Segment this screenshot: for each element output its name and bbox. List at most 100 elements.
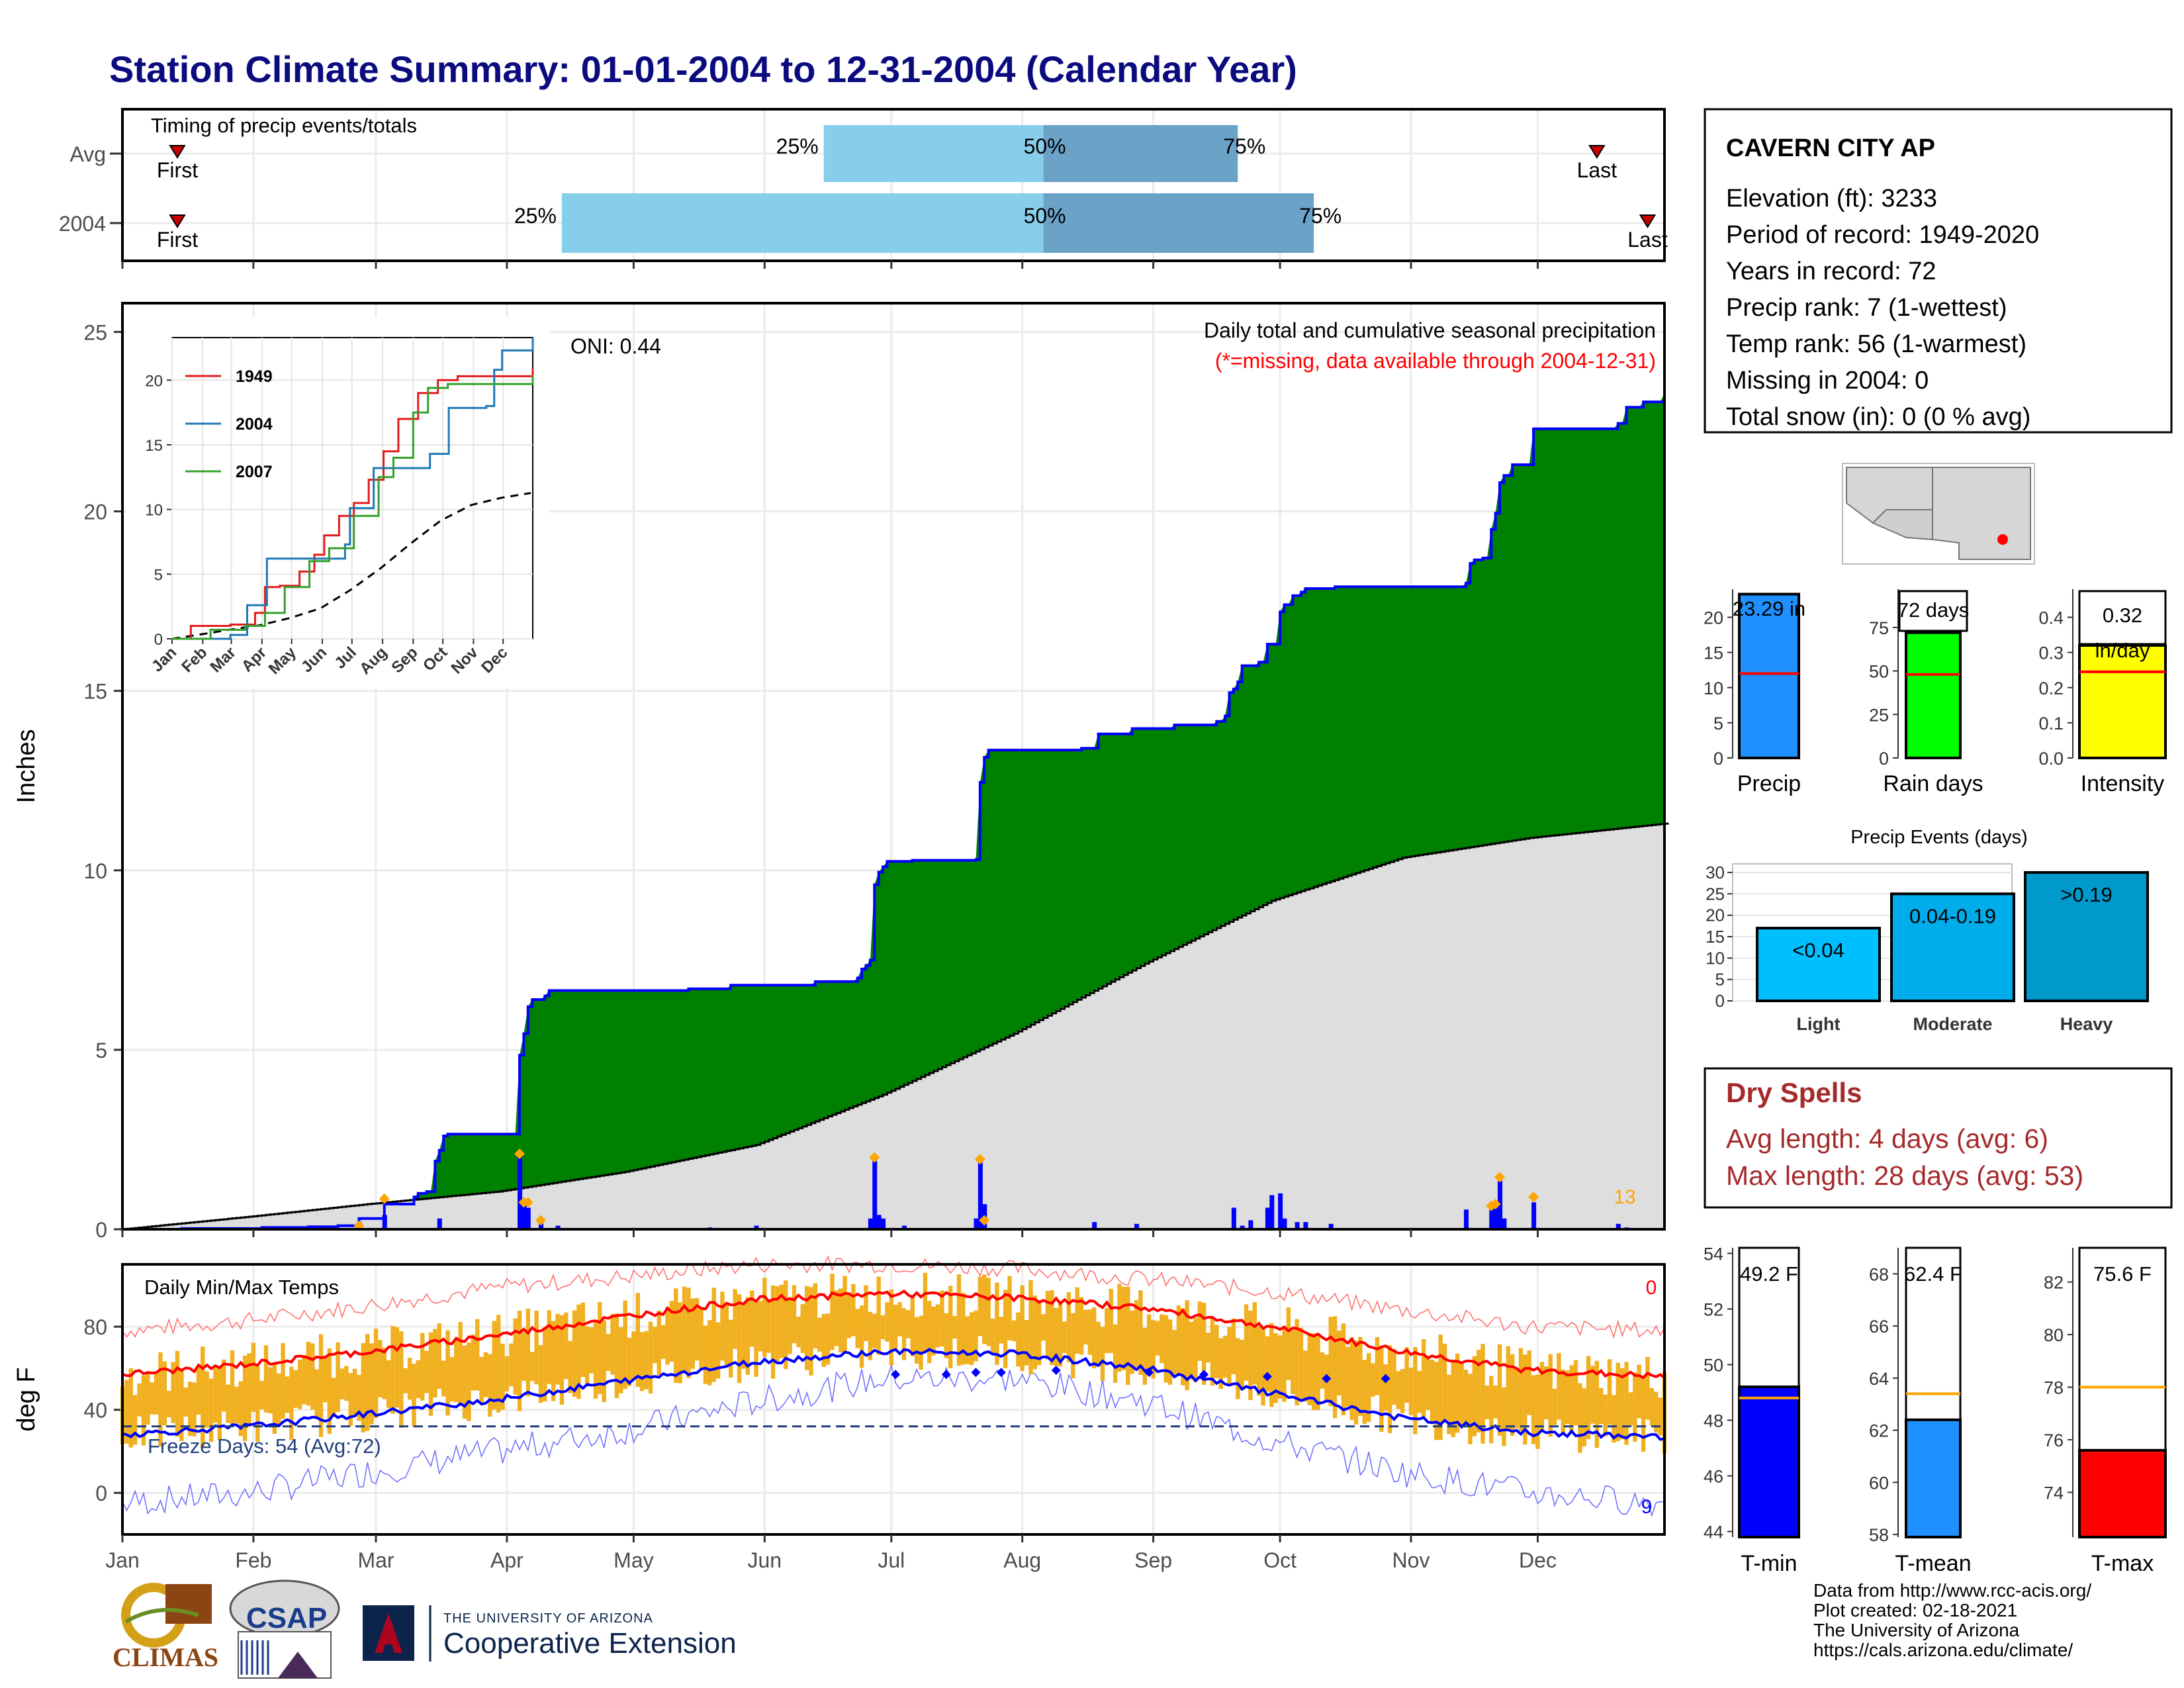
summary-y-tick-label: 10 <box>1704 679 1723 698</box>
daily-temp-bar <box>226 1384 230 1423</box>
daily-temp-bar <box>568 1340 572 1393</box>
daily-temp-bar <box>737 1294 742 1383</box>
daily-temp-bar <box>775 1286 780 1364</box>
inset-y-tick-label: 5 <box>154 566 163 584</box>
daily-temp-bar <box>348 1373 353 1427</box>
daily-temp-bar <box>230 1350 235 1424</box>
daily-temp-bar <box>1438 1335 1443 1440</box>
event-marker <box>1528 1192 1539 1203</box>
daily-temp-bar <box>944 1313 948 1358</box>
daily-temp-bar <box>281 1342 285 1419</box>
daily-temp-bar <box>1311 1333 1316 1410</box>
daily-temp-bar <box>276 1373 281 1427</box>
daily-temp-bar <box>302 1354 306 1405</box>
daily-temp-bar <box>441 1360 446 1397</box>
daily-temp-bar <box>644 1331 649 1389</box>
daily-temp-bar <box>217 1366 222 1440</box>
daily-temp-bar <box>846 1292 852 1338</box>
daily-temp-bar <box>331 1378 336 1415</box>
daily-temp-bar <box>1291 1330 1295 1394</box>
daily-temp-bar <box>948 1286 953 1368</box>
daily-temp-bar <box>1282 1325 1287 1402</box>
daily-temp-bar <box>703 1325 708 1384</box>
daily-temp-bar <box>1476 1349 1481 1433</box>
daily-temp-bar <box>475 1319 480 1391</box>
daily-temp-bar <box>1383 1364 1388 1411</box>
daily-temp-bar <box>196 1367 201 1415</box>
summary-y-tick-label: 75 <box>1869 618 1889 638</box>
daily-temp-bar <box>534 1310 539 1385</box>
event-marker <box>1494 1172 1506 1183</box>
station-info-line: Period of record: 1949-2020 <box>1726 221 2039 249</box>
precip-missing-note: (*=missing, data available through 2004-… <box>1215 349 1656 373</box>
inset-series-2004 <box>172 338 534 640</box>
daily-temp-bar <box>205 1371 209 1428</box>
daily-temp-bar <box>1303 1350 1308 1402</box>
daily-temp-bar <box>492 1321 496 1410</box>
daily-temp-bar <box>1214 1325 1219 1378</box>
daily-precip-bar <box>872 1160 878 1229</box>
daily-temp-bar <box>910 1297 915 1356</box>
daily-temp-bar <box>1633 1372 1637 1442</box>
month-label: Jul <box>878 1548 905 1572</box>
daily-precip-bar <box>1498 1180 1503 1229</box>
inset-series-2007 <box>172 375 534 640</box>
event-category-label: Light <box>1797 1014 1841 1034</box>
daily-temp-bar <box>1548 1354 1553 1437</box>
daily-temp-bar <box>1117 1284 1122 1372</box>
daily-precip-bar <box>1489 1209 1494 1229</box>
map-region-sw <box>1872 509 1933 541</box>
normal-min-line <box>122 1348 1665 1441</box>
daily-temp-bar <box>986 1278 991 1346</box>
event-bar-Light <box>1756 927 1881 1002</box>
daily-temp-bar <box>1417 1371 1422 1413</box>
daily-temp-bar <box>969 1312 974 1366</box>
timing-bar-50-75 <box>1043 193 1314 253</box>
daily-temp-bar <box>559 1315 565 1405</box>
daily-temp-bar <box>128 1368 133 1448</box>
daily-temp-bar <box>1079 1297 1084 1355</box>
temp-marker <box>891 1370 901 1380</box>
daily-temp-bar <box>914 1317 919 1364</box>
summary-bar-1 <box>1905 631 1962 760</box>
temp-title: Daily Min/Max Temps <box>144 1276 339 1299</box>
daily-temp-bar <box>1024 1320 1029 1366</box>
daily-precip-bar <box>1303 1222 1308 1229</box>
daily-temp-bar <box>1155 1321 1160 1356</box>
daily-temp-bar <box>394 1327 400 1408</box>
temp-marker <box>996 1368 1006 1378</box>
daily-precip-bar <box>525 1207 531 1229</box>
daily-temp-bar <box>1404 1347 1409 1403</box>
daily-temp-bar <box>272 1363 277 1434</box>
precip-y-tick-label: 25 <box>83 320 107 344</box>
daily-temp-bar <box>796 1316 801 1348</box>
daily-temp-bar <box>830 1274 835 1350</box>
event-marker <box>535 1215 546 1226</box>
daily-temp-bar <box>1523 1354 1527 1445</box>
daily-temp-bar <box>1421 1338 1426 1417</box>
daily-temp-bar <box>1172 1330 1177 1375</box>
daily-temp-bar <box>851 1284 856 1336</box>
daily-temp-bar <box>1408 1368 1414 1415</box>
daily-temp-bar <box>1218 1338 1223 1389</box>
station-info-line: Missing in 2004: 0 <box>1726 367 1929 395</box>
summary-category-label: Intensity <box>2081 771 2165 796</box>
daily-temp-bar <box>1578 1383 1582 1453</box>
station-location-marker <box>1997 534 2008 545</box>
daily-temp-bar <box>1252 1302 1257 1385</box>
daily-temp-bar <box>1619 1368 1625 1440</box>
precip-y-tick-label: 5 <box>95 1039 107 1062</box>
daily-temp-bar <box>373 1329 379 1419</box>
daily-temp-bar <box>1058 1301 1063 1367</box>
temp-panel-border <box>121 1263 1666 1536</box>
daily-temp-bar <box>158 1352 163 1447</box>
daily-temp-bar <box>1189 1321 1194 1380</box>
daily-temp-bar <box>462 1345 467 1419</box>
daily-temp-bar <box>458 1322 463 1405</box>
temp-summary-category-label: T-mean <box>1895 1551 1971 1576</box>
events-y-tick-label: 20 <box>1706 906 1725 925</box>
daily-temp-bar <box>1590 1366 1595 1424</box>
temp-y-tick-label: 0 <box>95 1481 107 1505</box>
daily-temp-bar <box>707 1320 712 1385</box>
daily-temp-bar <box>1087 1309 1093 1355</box>
